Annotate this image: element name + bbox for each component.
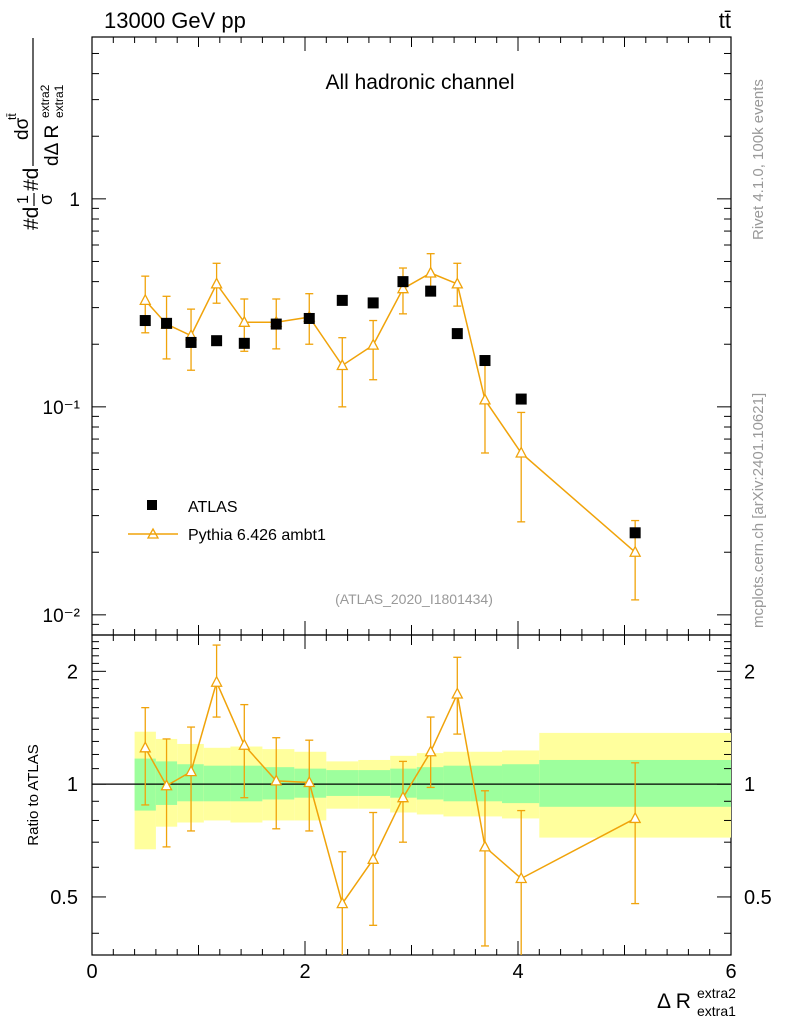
energy-label: 13000 GeV pp [104, 8, 246, 33]
ratio-point [303, 775, 316, 788]
ratio-y-tick-label-right: 1 [744, 774, 755, 796]
chart-marks [139, 253, 642, 955]
process-label: tt̄ [719, 8, 731, 33]
ratio-point [424, 744, 437, 757]
green-band-segment [326, 770, 359, 796]
atlas-point [238, 337, 250, 349]
ratio-y-tick-label: 2 [67, 661, 78, 683]
svg-text:Δ R: Δ R [657, 990, 691, 1013]
atlas-point [270, 318, 282, 330]
atlas-point [515, 393, 527, 405]
ratio-point [336, 896, 349, 909]
atlas-point [303, 312, 315, 324]
ratio-y-tick-label: 1 [67, 774, 78, 796]
x-tick-label: 6 [725, 961, 736, 983]
ratio-point [270, 774, 283, 786]
mc-point [451, 277, 464, 289]
mc-point [238, 315, 251, 327]
ratio-point [629, 811, 642, 824]
mc-point [210, 277, 223, 289]
green-band-segment [230, 765, 263, 802]
rivet-label: Rivet 4.1.0, 100k events [750, 79, 767, 240]
ratio-point [451, 687, 464, 699]
svg-text:σ: σ [36, 194, 56, 205]
analysis-id: (ATLAS_2020_I1801434) [335, 591, 493, 607]
mc-point [139, 293, 152, 306]
atlas-point [185, 336, 197, 348]
green-band-segment [470, 765, 503, 802]
x-tick-label: 2 [299, 961, 310, 983]
atlas-point [425, 285, 437, 297]
ratio-point [515, 871, 528, 884]
mc-point [336, 358, 349, 371]
mc-point [367, 338, 380, 350]
atlas-point [629, 527, 641, 539]
mc-point [515, 446, 528, 458]
svg-text:dσ: dσ [12, 117, 33, 140]
legend-mc-marker [146, 527, 160, 539]
ratio-point [238, 738, 251, 750]
green-band-segment [443, 765, 471, 802]
ratio-point [160, 778, 173, 791]
svg-text:#d: #d [20, 207, 43, 230]
legend-atlas-marker [147, 500, 157, 510]
ratio-point [210, 675, 223, 687]
mc-point [629, 545, 642, 557]
channel-label: All hadronic channel [325, 71, 514, 94]
atlas-point [479, 355, 491, 367]
legend-mc-label: Pythia 6.426 ambt1 [188, 527, 326, 544]
legend: ATLAS Pythia 6.426 ambt1 [128, 499, 326, 544]
svg-text:tt̄: tt̄ [5, 113, 19, 120]
atlas-point [397, 276, 409, 288]
svg-text:1: 1 [15, 195, 32, 204]
mc-point [396, 281, 410, 294]
main-ylabel: #d 1 σ #d dσ tt̄ dΔ R extra2 extra1 [5, 38, 66, 230]
atlas-point [139, 315, 151, 327]
xlabel: Δ R extra2 extra1 [657, 985, 736, 1019]
ratio-y-tick-label: 0.5 [50, 887, 78, 909]
atlas-point [336, 294, 348, 306]
y-tick-label: 10⁻² [43, 606, 81, 627]
y-tick-label: 10⁻¹ [43, 398, 81, 419]
mc-point [424, 266, 437, 278]
svg-text:extra2: extra2 [697, 985, 736, 1001]
ratio-point [139, 740, 152, 753]
ratio-point [184, 764, 198, 777]
atlas-point [211, 335, 223, 347]
y-tick-label: 1 [69, 190, 80, 211]
legend-atlas-label: ATLAS [188, 499, 238, 516]
svg-text:dΔ R: dΔ R [42, 125, 63, 166]
svg-text:extra1: extra1 [52, 84, 66, 118]
axis-ticks: 0 2 4 6 10⁻² 10⁻¹ 1 0.5 0.5 1 1 2 2 [43, 36, 772, 983]
atlas-point [161, 317, 173, 329]
ratio-point [478, 840, 492, 852]
mcplots-label: mcplots.cern.ch [arXiv:2401.10621] [750, 393, 767, 628]
ratio-point [367, 852, 380, 864]
ratio-y-tick-label-right: 2 [744, 661, 755, 683]
svg-text:extra1: extra1 [697, 1003, 736, 1019]
green-band-segment [203, 765, 231, 802]
x-tick-label: 0 [86, 961, 97, 983]
ratio-point [396, 790, 410, 803]
svg-text:#d: #d [20, 168, 43, 191]
svg-text:extra2: extra2 [38, 84, 52, 118]
mc-point [478, 392, 492, 405]
ratio-ylabel: Ratio to ATLAS [25, 744, 42, 845]
ratio-y-tick-label-right: 0.5 [744, 887, 772, 909]
atlas-point [451, 328, 463, 340]
atlas-point [367, 297, 379, 309]
green-band-segment [358, 770, 391, 796]
x-tick-label: 4 [512, 961, 523, 983]
